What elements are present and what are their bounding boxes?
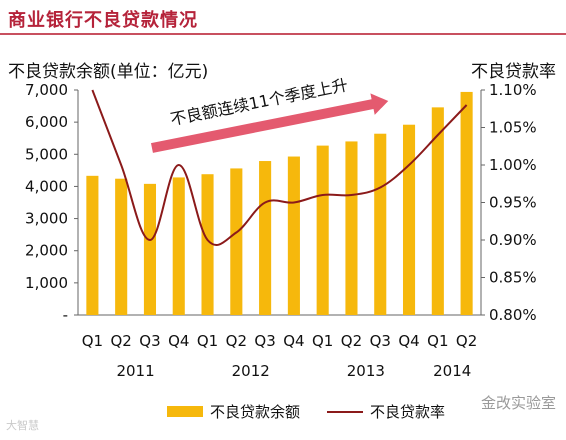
watermark-right: 金改实验室	[481, 394, 556, 412]
bar-npl-balance	[402, 124, 416, 315]
legend-bar-label: 不良贷款余额	[210, 403, 300, 421]
bar-npl-balance	[431, 107, 444, 315]
x-category-label: Q1	[312, 332, 333, 350]
right-tick-label: 0.95%	[489, 194, 537, 212]
x-year-label: 2011	[116, 362, 154, 380]
bar-npl-balance	[201, 174, 214, 315]
x-category-label: Q1	[197, 332, 218, 350]
left-tick-label: 1,000	[25, 274, 68, 292]
annotation-text: 不良额连续11个季度上升	[169, 75, 350, 129]
right-axis-title: 不良贷款率	[471, 62, 556, 82]
right-tick-label: 0.80%	[489, 306, 537, 324]
x-category-label: Q3	[254, 332, 275, 350]
annotation-arrow	[150, 93, 389, 153]
bar-npl-balance	[259, 161, 272, 315]
right-tick-label: 1.00%	[489, 156, 537, 174]
legend-bar-swatch	[167, 406, 203, 417]
bar-npl-balance	[172, 177, 185, 315]
right-tick-label: 0.85%	[489, 269, 537, 287]
title-divider	[0, 33, 566, 35]
x-category-label: Q2	[226, 332, 247, 350]
x-category-label: Q3	[370, 332, 391, 350]
left-axis-title: 不良贷款余额(单位：亿元)	[8, 62, 208, 82]
x-year-label: 2012	[232, 362, 270, 380]
left-tick-label: 4,000	[25, 177, 68, 195]
bar-npl-balance	[115, 178, 128, 315]
bar-npl-balance	[345, 141, 358, 315]
x-category-label: Q2	[456, 332, 477, 350]
bar-npl-balance	[287, 156, 300, 315]
legend-line-label: 不良贷款率	[370, 403, 445, 421]
x-category-label: Q2	[110, 332, 131, 350]
right-tick-label: 0.90%	[489, 231, 537, 249]
x-category-label: Q3	[139, 332, 160, 350]
right-tick-label: 1.10%	[489, 81, 537, 99]
title-bar: 商业银行不良贷款情况	[0, 0, 566, 40]
x-category-label: Q1	[427, 332, 448, 350]
bar-npl-balance	[230, 168, 243, 315]
x-year-label: 2013	[347, 362, 385, 380]
bar-npl-balance	[460, 91, 473, 315]
left-tick-label: 7,000	[25, 81, 68, 99]
chart-title: 商业银行不良贷款情况	[8, 10, 198, 31]
left-tick-label: 3,000	[25, 210, 68, 228]
arrow-shape	[150, 93, 389, 153]
left-tick-label: 2,000	[25, 242, 68, 260]
x-year-label: 2014	[433, 362, 471, 380]
x-category-label: Q1	[82, 332, 103, 350]
bar-npl-balance	[86, 175, 99, 315]
x-category-label: Q4	[283, 332, 304, 350]
bar-npl-balance	[316, 145, 329, 315]
left-tick-label: 6,000	[25, 113, 68, 131]
x-category-label: Q2	[341, 332, 362, 350]
right-tick-label: 1.05%	[489, 119, 537, 137]
line-npl-ratio	[91, 89, 468, 246]
watermark-left: 大智慧	[6, 418, 39, 432]
left-tick-label: -	[63, 306, 68, 324]
bar-npl-balance	[143, 183, 157, 315]
x-category-label: Q4	[398, 332, 419, 350]
x-category-label: Q4	[168, 332, 189, 350]
bar-npl-balance	[374, 133, 387, 315]
left-tick-label: 5,000	[25, 145, 68, 163]
